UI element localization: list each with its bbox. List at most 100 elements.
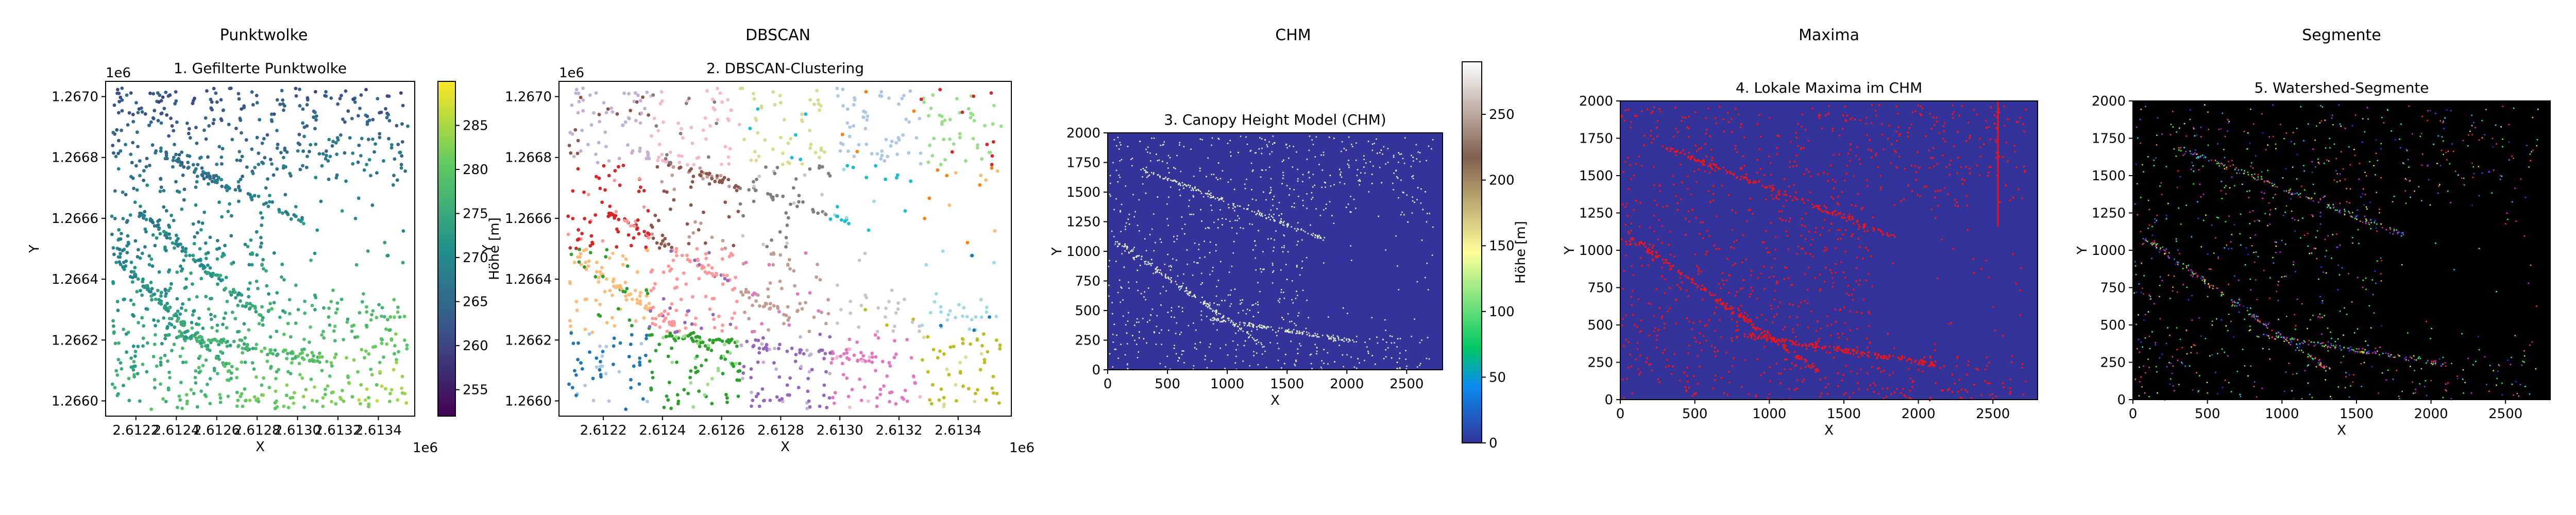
raster-pixel — [1236, 205, 1239, 207]
point — [621, 163, 625, 167]
point — [660, 233, 665, 237]
point — [606, 107, 610, 111]
point — [972, 328, 976, 332]
point — [314, 142, 318, 146]
raster-pixel — [1250, 162, 1252, 164]
raster-pixel — [1627, 157, 1629, 159]
raster-pixel — [1323, 349, 1325, 351]
raster-pixel — [1839, 229, 1841, 231]
raster-pixel — [1693, 393, 1696, 396]
raster-pixel — [1745, 258, 1747, 261]
raster-pixel — [1207, 303, 1209, 305]
point — [583, 384, 587, 387]
raster-pixel — [1193, 190, 1194, 192]
raster-pixel — [1263, 327, 1265, 329]
raster-pixel — [1769, 117, 1771, 119]
raster-pixel — [1312, 197, 1314, 198]
raster-pixel — [1756, 123, 1759, 126]
point — [569, 252, 573, 256]
point — [660, 180, 664, 184]
point — [168, 236, 172, 241]
raster-pixel — [1204, 300, 1206, 302]
point — [394, 332, 398, 336]
point — [145, 183, 149, 187]
raster-pixel — [1734, 148, 1737, 150]
raster-pixel — [1200, 319, 1202, 321]
point — [748, 296, 751, 300]
point — [247, 295, 251, 299]
raster-pixel — [1215, 244, 1217, 246]
point — [365, 163, 368, 166]
point — [261, 316, 265, 320]
raster-pixel — [1739, 167, 1742, 169]
raster-pixel — [1133, 216, 1135, 218]
point — [148, 219, 152, 222]
raster-pixel — [1115, 349, 1117, 350]
point — [931, 348, 936, 352]
raster-pixel — [1268, 166, 1270, 168]
raster-pixel — [1118, 174, 1120, 176]
point — [264, 201, 268, 205]
point — [225, 362, 229, 366]
raster-pixel — [1988, 166, 1991, 168]
point — [667, 242, 671, 246]
point — [870, 360, 874, 364]
raster-pixel — [1756, 171, 1758, 174]
point — [896, 301, 900, 305]
point — [636, 218, 640, 222]
raster-pixel — [1747, 336, 1750, 338]
point — [243, 360, 247, 364]
point — [333, 339, 337, 343]
point — [763, 138, 767, 142]
raster-pixel — [1428, 358, 1430, 360]
raster-pixel — [1845, 348, 1847, 350]
point — [291, 396, 295, 400]
raster-pixel — [1232, 322, 1234, 323]
point — [985, 305, 989, 310]
point — [111, 319, 115, 323]
point — [674, 250, 678, 254]
raster-pixel — [1752, 326, 1754, 329]
raster-pixel — [1111, 313, 1113, 315]
point — [220, 254, 224, 259]
point — [259, 314, 263, 317]
raster-pixel — [1647, 247, 1649, 249]
point — [173, 325, 177, 329]
point — [133, 364, 137, 368]
raster-pixel — [1121, 287, 1123, 289]
raster-pixel — [1282, 319, 1284, 320]
point — [843, 219, 847, 224]
point — [321, 152, 325, 156]
point — [253, 347, 258, 351]
raster-pixel — [1740, 123, 1742, 125]
point — [862, 115, 866, 119]
raster-pixel — [1623, 345, 1625, 347]
raster-pixel — [1412, 157, 1414, 158]
raster-pixel — [1239, 328, 1241, 330]
point — [248, 302, 252, 305]
point — [239, 299, 242, 303]
raster-pixel — [1136, 281, 1138, 283]
point — [976, 143, 980, 147]
point — [359, 383, 363, 387]
point — [376, 97, 380, 101]
raster-pixel — [1376, 336, 1378, 338]
point — [789, 136, 793, 141]
raster-pixel — [1137, 289, 1139, 291]
point — [669, 249, 673, 253]
point — [243, 336, 247, 340]
raster-pixel — [1252, 316, 1255, 318]
point — [236, 180, 241, 184]
point — [327, 315, 331, 319]
point — [752, 184, 756, 188]
raster-pixel — [1298, 196, 1299, 197]
raster-marks — [1108, 135, 1434, 371]
point — [334, 352, 338, 356]
raster-pixel — [1266, 144, 1268, 146]
point — [241, 351, 245, 355]
raster-pixel — [1400, 153, 1402, 155]
point — [804, 301, 807, 305]
raster-pixel — [1648, 364, 1650, 366]
raster-pixel — [1303, 331, 1305, 332]
raster-pixel — [1314, 156, 1316, 158]
